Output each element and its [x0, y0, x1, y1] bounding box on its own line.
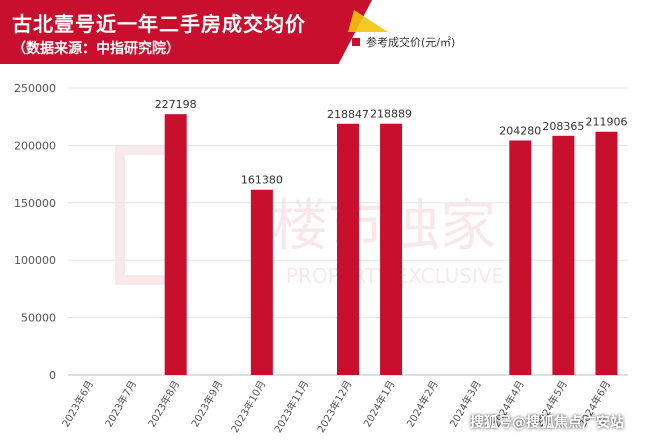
x-tick-label: 2023年6月	[59, 378, 96, 429]
x-tick-label: 2023年9月	[188, 378, 225, 429]
y-tick-label: 0	[49, 369, 56, 382]
y-tick-label: 200000	[14, 139, 56, 152]
x-tick-label: 2023年7月	[102, 378, 139, 429]
bar	[164, 114, 187, 375]
bar-value-label: 204280	[499, 124, 541, 137]
bar	[595, 131, 618, 375]
legend-swatch	[352, 38, 360, 46]
y-tick-label: 150000	[14, 197, 56, 210]
x-tick-label: 2024年1月	[361, 378, 398, 429]
bar	[509, 140, 532, 375]
bar-value-label: 211906	[585, 116, 627, 129]
bar	[552, 135, 575, 375]
bar-value-labels: 227198 161380 218847 218889 204280 208365 2119…	[155, 98, 628, 187]
bar	[337, 123, 359, 375]
source-watermark: 搜狐号@搜狐焦点广安站	[470, 415, 624, 431]
bar-value-label: 208365	[542, 120, 584, 133]
x-tick-label: 2024年2月	[404, 378, 441, 429]
y-tick-label: 250000	[14, 82, 56, 95]
x-tick-label: 2023年8月	[145, 378, 182, 429]
y-tick-label: 100000	[14, 254, 56, 267]
x-tick-label: 2023年12月	[314, 378, 354, 435]
x-tick-label: 2023年10月	[228, 378, 268, 435]
title-banner	[0, 0, 372, 64]
y-tick-label: 50000	[21, 312, 56, 325]
y-axis-labels: 0 50000 100000 150000 200000 250000	[14, 82, 56, 382]
bars	[164, 114, 618, 376]
x-tick-label: 2023年11月	[271, 378, 311, 435]
bar-value-label: 218847	[327, 108, 369, 121]
legend-label: 参考成交价(元/㎡)	[366, 36, 456, 49]
bar-value-label: 218889	[370, 108, 412, 121]
bar-value-label: 227198	[155, 98, 197, 111]
chart-title: 古北壹号近一年二手房成交均价	[12, 12, 306, 36]
chart-subtitle: （数据来源：中指研究院）	[12, 41, 180, 57]
bar	[250, 189, 273, 375]
bar-value-label: 161380	[241, 174, 283, 187]
bar	[380, 123, 403, 376]
legend: 参考成交价(元/㎡)	[352, 34, 455, 50]
